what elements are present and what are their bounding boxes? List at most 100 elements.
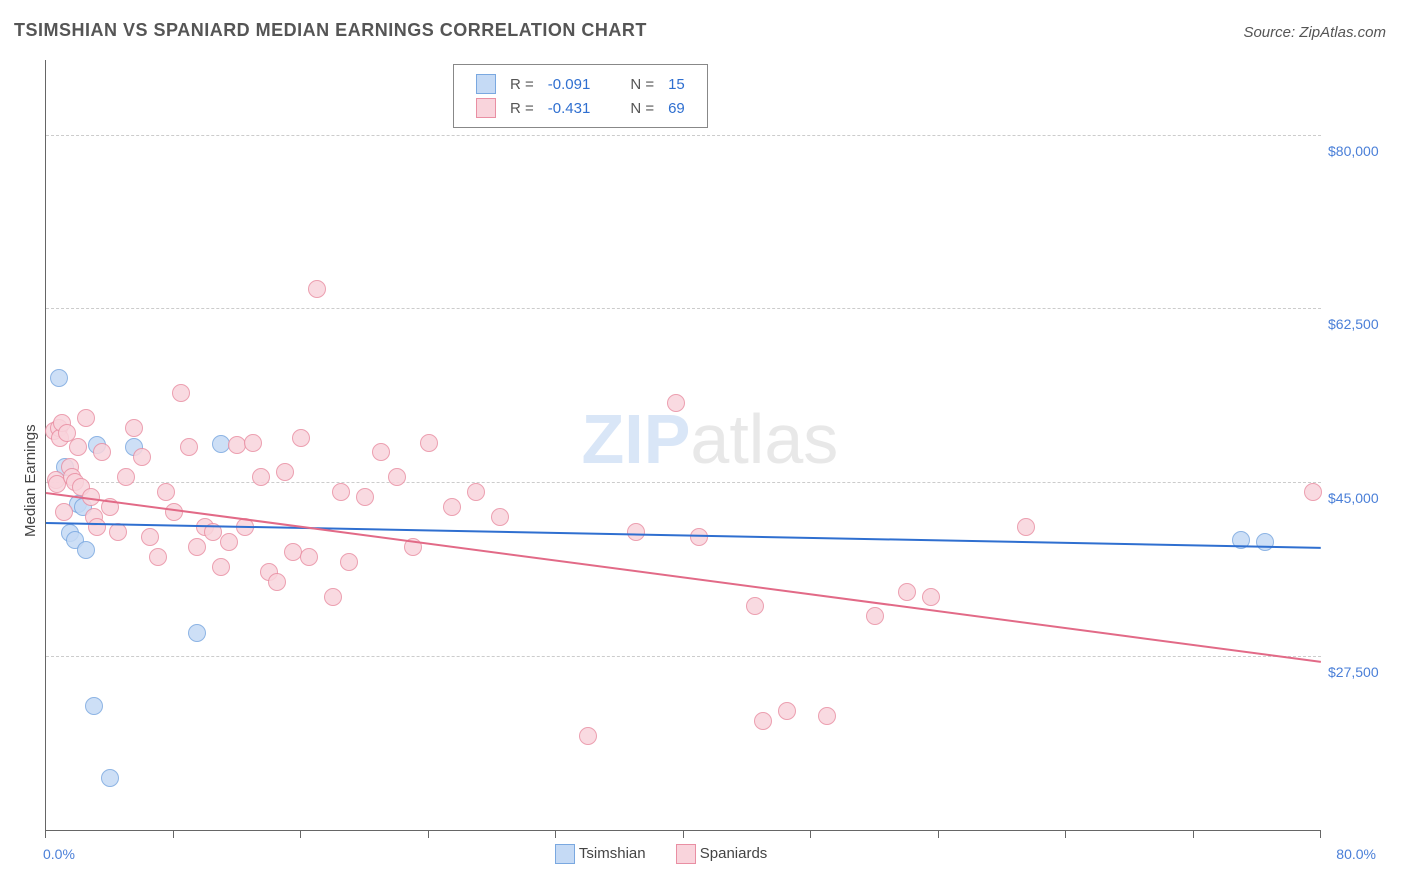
gridline bbox=[46, 308, 1321, 309]
legend-n-label: N = bbox=[624, 73, 660, 95]
legend-label: Tsimshian bbox=[579, 845, 646, 862]
data-point bbox=[292, 429, 310, 447]
data-point bbox=[818, 707, 836, 725]
correlation-legend: R =-0.091 N =15 R =-0.431 N =69 bbox=[453, 64, 708, 128]
legend-r-value: -0.091 bbox=[542, 73, 597, 95]
x-tick bbox=[810, 830, 811, 838]
x-tick bbox=[683, 830, 684, 838]
data-point bbox=[149, 548, 167, 566]
x-tick bbox=[1320, 830, 1321, 838]
legend-item: Spaniards bbox=[676, 844, 768, 864]
data-point bbox=[172, 384, 190, 402]
data-point bbox=[141, 528, 159, 546]
legend-label: Spaniards bbox=[700, 845, 768, 862]
data-point bbox=[133, 448, 151, 466]
legend-r-label: R = bbox=[504, 97, 540, 119]
y-tick-label: $45,000 bbox=[1328, 490, 1379, 506]
legend-row: R =-0.431 N =69 bbox=[470, 97, 691, 119]
data-point bbox=[77, 541, 95, 559]
data-point bbox=[778, 702, 796, 720]
legend-swatch bbox=[476, 74, 496, 94]
data-point bbox=[93, 443, 111, 461]
legend-n-label: N = bbox=[624, 97, 660, 119]
data-point bbox=[117, 468, 135, 486]
gridline bbox=[46, 482, 1321, 483]
data-point bbox=[77, 409, 95, 427]
x-tick bbox=[428, 830, 429, 838]
legend-r-value: -0.431 bbox=[542, 97, 597, 119]
data-point bbox=[898, 583, 916, 601]
y-tick-label: $80,000 bbox=[1328, 143, 1379, 159]
data-point bbox=[443, 498, 461, 516]
chart-title: TSIMSHIAN VS SPANIARD MEDIAN EARNINGS CO… bbox=[14, 20, 647, 41]
x-tick bbox=[938, 830, 939, 838]
data-point bbox=[300, 548, 318, 566]
data-point bbox=[754, 712, 772, 730]
data-point bbox=[109, 523, 127, 541]
legend-n-value: 69 bbox=[662, 97, 691, 119]
trend-line bbox=[46, 492, 1321, 663]
data-point bbox=[212, 558, 230, 576]
y-tick-label: $62,500 bbox=[1328, 316, 1379, 332]
data-point bbox=[276, 463, 294, 481]
x-tick bbox=[1065, 830, 1066, 838]
legend-swatch bbox=[555, 844, 575, 864]
data-point bbox=[165, 503, 183, 521]
y-axis-title: Median Earnings bbox=[22, 425, 39, 538]
data-point bbox=[220, 533, 238, 551]
legend-r-label: R = bbox=[504, 73, 540, 95]
legend-swatch bbox=[476, 98, 496, 118]
data-point bbox=[491, 508, 509, 526]
y-tick-label: $27,500 bbox=[1328, 664, 1379, 680]
legend-swatch bbox=[676, 844, 696, 864]
x-tick bbox=[45, 830, 46, 838]
data-point bbox=[372, 443, 390, 461]
data-point bbox=[308, 280, 326, 298]
data-point bbox=[746, 597, 764, 615]
data-point bbox=[125, 419, 143, 437]
data-point bbox=[1256, 533, 1274, 551]
series-legend: Tsimshian Spaniards bbox=[555, 844, 797, 864]
data-point bbox=[88, 518, 106, 536]
data-point bbox=[579, 727, 597, 745]
data-point bbox=[420, 434, 438, 452]
x-tick bbox=[1193, 830, 1194, 838]
data-point bbox=[55, 503, 73, 521]
gridline bbox=[46, 135, 1321, 136]
data-point bbox=[866, 607, 884, 625]
x-max-label: 80.0% bbox=[1336, 846, 1376, 862]
data-point bbox=[922, 588, 940, 606]
legend-row: R =-0.091 N =15 bbox=[470, 73, 691, 95]
data-point bbox=[188, 538, 206, 556]
data-point bbox=[252, 468, 270, 486]
data-point bbox=[157, 483, 175, 501]
data-point bbox=[50, 369, 68, 387]
source-label: Source: ZipAtlas.com bbox=[1243, 24, 1386, 41]
plot-area: ZIPatlas bbox=[45, 60, 1321, 831]
data-point bbox=[101, 769, 119, 787]
data-point bbox=[627, 523, 645, 541]
x-tick bbox=[173, 830, 174, 838]
data-point bbox=[180, 438, 198, 456]
x-min-label: 0.0% bbox=[43, 846, 75, 862]
gridline bbox=[46, 656, 1321, 657]
legend-n-value: 15 bbox=[662, 73, 691, 95]
data-point bbox=[1304, 483, 1322, 501]
legend-item: Tsimshian bbox=[555, 844, 646, 864]
data-point bbox=[340, 553, 358, 571]
data-point bbox=[1017, 518, 1035, 536]
data-point bbox=[690, 528, 708, 546]
watermark-right: atlas bbox=[690, 400, 838, 478]
data-point bbox=[324, 588, 342, 606]
data-point bbox=[188, 624, 206, 642]
data-point bbox=[332, 483, 350, 501]
data-point bbox=[69, 438, 87, 456]
x-tick bbox=[555, 830, 556, 838]
data-point bbox=[268, 573, 286, 591]
x-tick bbox=[300, 830, 301, 838]
data-point bbox=[467, 483, 485, 501]
data-point bbox=[667, 394, 685, 412]
watermark: ZIPatlas bbox=[582, 399, 839, 479]
data-point bbox=[85, 697, 103, 715]
data-point bbox=[244, 434, 262, 452]
